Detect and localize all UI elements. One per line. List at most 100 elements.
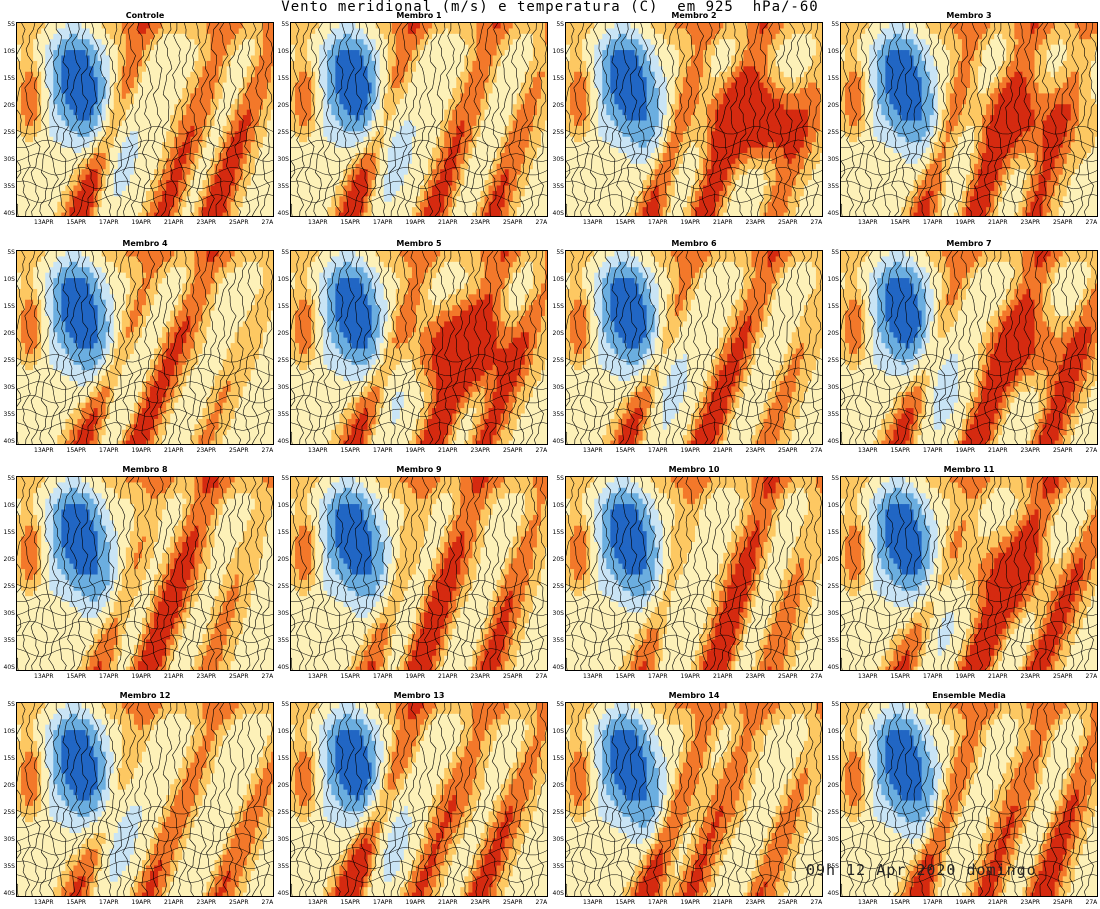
heatmap-cell: [780, 28, 785, 34]
heatmap-cell: [396, 99, 401, 105]
heatmap-cell: [476, 191, 481, 197]
heatmap-cell: [364, 88, 369, 94]
heatmap-cell: [259, 202, 264, 208]
heatmap-cell: [138, 207, 143, 213]
heatmap-cell: [735, 28, 740, 34]
heatmap-cell: [259, 137, 264, 143]
heatmap-cell: [428, 142, 433, 148]
heatmap-cell: [102, 104, 107, 110]
heatmap-cell: [311, 175, 316, 181]
heatmap-cell: [251, 50, 256, 56]
heatmap-cell: [703, 28, 708, 34]
heatmap-cell: [400, 202, 405, 208]
heatmap-cell: [356, 175, 361, 181]
heatmap-cell: [622, 23, 627, 29]
heatmap-cell: [335, 61, 340, 67]
heatmap-cell: [384, 77, 389, 83]
heatmap-cell: [602, 45, 607, 51]
heatmap-cell: [331, 137, 336, 143]
heatmap-cell: [178, 131, 183, 137]
heatmap-cell: [86, 169, 91, 175]
heatmap-cell: [110, 148, 115, 154]
heatmap-cell: [525, 142, 530, 148]
heatmap-cell: [452, 131, 457, 137]
heatmap-cell: [315, 39, 320, 45]
heatmap-cell: [489, 88, 494, 94]
heatmap-cell: [25, 191, 30, 197]
heatmap-cell: [412, 50, 417, 56]
heatmap-cell: [186, 66, 191, 72]
heatmap-cell: [747, 23, 752, 29]
heatmap-cell: [202, 28, 207, 34]
heatmap-cell: [25, 175, 30, 181]
heatmap-cell: [529, 99, 534, 105]
heatmap-cell: [509, 164, 514, 170]
heatmap-cell: [408, 115, 413, 121]
heatmap-cell: [541, 61, 546, 67]
heatmap-cell: [223, 186, 228, 192]
heatmap-cell: [166, 196, 171, 202]
heatmap-cell: [77, 137, 82, 143]
heatmap-cell: [327, 50, 332, 56]
heatmap-cell: [440, 175, 445, 181]
heatmap-cell: [339, 213, 344, 217]
heatmap-cell: [215, 28, 220, 34]
heatmap-cell: [41, 72, 46, 78]
heatmap-cell: [37, 207, 42, 213]
heatmap-cell: [202, 66, 207, 72]
heatmap-cell: [106, 104, 111, 110]
heatmap-cell: [211, 137, 216, 143]
heatmap-cell: [86, 131, 91, 137]
heatmap-cell: [545, 169, 548, 175]
heatmap-cell: [69, 110, 74, 116]
heatmap-cell: [602, 28, 607, 34]
heatmap-cell: [307, 104, 312, 110]
heatmap-cell: [505, 115, 510, 121]
heatmap-cell: [493, 88, 498, 94]
heatmap-cell: [424, 50, 429, 56]
heatmap-cell: [448, 56, 453, 62]
heatmap-cell: [37, 50, 42, 56]
heatmap-cell: [45, 110, 50, 116]
heatmap-cell: [194, 137, 199, 143]
heatmap-cell: [206, 61, 211, 67]
heatmap-cell: [448, 23, 453, 29]
heatmap-cell: [472, 72, 477, 78]
heatmap-cell: [412, 104, 417, 110]
heatmap-cell: [448, 207, 453, 213]
heatmap-cell: [360, 39, 365, 45]
heatmap-cell: [319, 104, 324, 110]
heatmap-cell: [49, 83, 54, 89]
heatmap-cell: [271, 191, 274, 197]
heatmap-cell: [513, 196, 518, 202]
heatmap-cell: [299, 104, 304, 110]
heatmap-cell: [485, 83, 490, 89]
heatmap-cell: [138, 45, 143, 51]
heatmap-cell: [73, 93, 78, 99]
heatmap-cell: [452, 126, 457, 132]
heatmap-cell: [65, 93, 70, 99]
heatmap-cell: [41, 93, 46, 99]
heatmap-cell: [400, 213, 405, 217]
heatmap-cell: [351, 175, 356, 181]
heatmap-cell: [17, 77, 22, 83]
heatmap-cell: [485, 207, 490, 213]
heatmap-cell: [364, 93, 369, 99]
heatmap-cell: [388, 88, 393, 94]
heatmap-cell: [440, 50, 445, 56]
heatmap-cell: [323, 180, 328, 186]
heatmap-cell: [146, 28, 151, 34]
heatmap-cell: [33, 50, 38, 56]
heatmap-cell: [291, 196, 296, 202]
heatmap-cell: [170, 148, 175, 154]
heatmap-cell: [432, 137, 437, 143]
heatmap-cell: [170, 50, 175, 56]
heatmap-cell: [525, 148, 530, 154]
heatmap-cell: [448, 126, 453, 132]
heatmap-cell: [602, 23, 607, 29]
heatmap-cell: [211, 186, 216, 192]
heatmap-cell: [235, 131, 240, 137]
heatmap-cell: [190, 61, 195, 67]
heatmap-cell: [69, 72, 74, 78]
heatmap-cell: [86, 28, 91, 34]
